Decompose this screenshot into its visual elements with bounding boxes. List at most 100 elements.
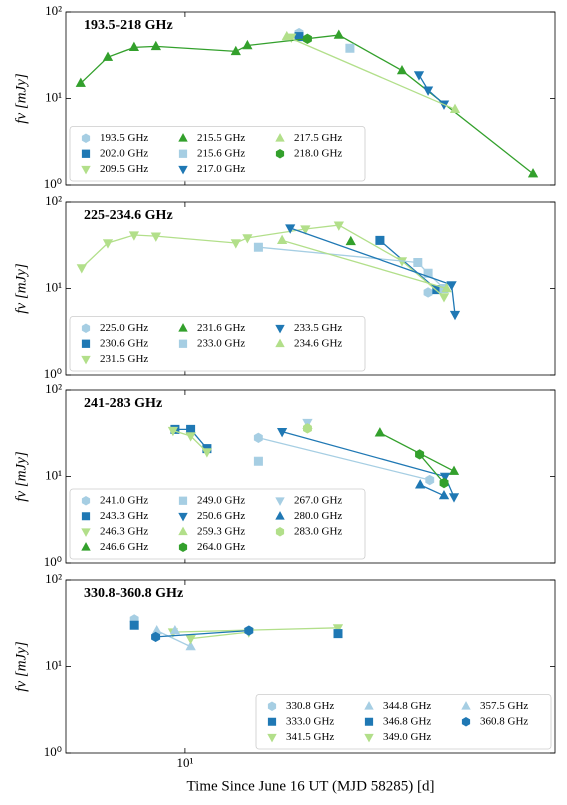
marker xyxy=(333,29,345,39)
y-tick-label: 10⁰ xyxy=(44,176,62,191)
marker xyxy=(374,427,386,437)
marker xyxy=(128,231,140,241)
legend-label: 264.0 GHz xyxy=(197,541,245,553)
legend-marker xyxy=(275,527,285,537)
marker xyxy=(438,489,450,500)
legend-box xyxy=(69,488,366,560)
marker xyxy=(253,456,263,466)
legend-label: 233.0 GHz xyxy=(197,337,245,349)
y-tick-label: 10² xyxy=(45,3,62,18)
legend-label: 193.5 GHz xyxy=(100,132,148,144)
legend-marker xyxy=(275,149,285,159)
y-axis-label: fν [mJy] xyxy=(13,451,29,502)
y-tick-label: 10¹ xyxy=(45,279,62,294)
marker xyxy=(439,477,449,489)
marker xyxy=(446,281,457,291)
marker xyxy=(76,264,87,274)
legend-marker xyxy=(178,542,188,552)
marker xyxy=(150,232,162,242)
series-line xyxy=(281,239,447,290)
marker xyxy=(75,77,86,87)
marker xyxy=(185,634,196,645)
y-tick-label: 10² xyxy=(45,381,62,396)
x-axis-label: Time Since June 16 UT (MJD 58285) [d] xyxy=(187,778,435,794)
marker xyxy=(345,43,355,53)
legend-label: 280.0 GHz xyxy=(294,510,342,522)
legend-label: 215.6 GHz xyxy=(197,147,245,159)
legend-label: 259.3 GHz xyxy=(197,525,245,537)
marker xyxy=(441,282,452,293)
marker xyxy=(129,620,139,630)
legend-marker xyxy=(81,512,91,521)
y-tick-label: 10⁰ xyxy=(44,744,62,759)
marker xyxy=(230,239,241,249)
y-tick-label: 10¹ xyxy=(45,89,62,104)
marker xyxy=(333,221,345,231)
legend-marker xyxy=(81,528,91,537)
legend-box xyxy=(255,694,552,750)
marker xyxy=(302,33,312,44)
y-tick-label: 10¹ xyxy=(45,467,62,482)
legend-label: 218.0 GHz xyxy=(294,147,342,159)
legend-label: 333.0 GHz xyxy=(286,715,334,727)
marker xyxy=(332,624,344,634)
panel-title: 193.5-218 GHz xyxy=(84,18,173,33)
x-tick-label: 10¹ xyxy=(176,755,193,770)
legend-marker xyxy=(178,339,188,348)
legend-label: 360.8 GHz xyxy=(480,715,528,727)
legend-label: 209.5 GHz xyxy=(100,163,148,175)
legend-label: 230.6 GHz xyxy=(100,337,148,349)
legend-marker xyxy=(81,149,91,158)
legend-marker xyxy=(81,323,91,333)
marker xyxy=(300,225,311,235)
legend-label: 215.5 GHz xyxy=(197,132,245,144)
legend-marker xyxy=(178,496,188,505)
marker xyxy=(185,432,196,442)
legend-marker xyxy=(178,165,188,175)
legend-label: 249.0 GHz xyxy=(197,494,245,506)
marker xyxy=(185,640,196,651)
y-tick-label: 10² xyxy=(45,193,62,208)
panel-title: 330.8-360.8 GHz xyxy=(84,586,183,601)
legend-marker xyxy=(81,339,91,348)
marker xyxy=(414,479,426,489)
legend-label: 231.6 GHz xyxy=(197,322,245,334)
legend-marker xyxy=(81,133,91,143)
panel-title: 241-283 GHz xyxy=(84,396,162,411)
marker xyxy=(244,625,254,636)
legend-label: 243.3 GHz xyxy=(100,510,148,522)
legend-marker xyxy=(178,526,188,536)
marker xyxy=(102,51,114,61)
legend-label: 346.8 GHz xyxy=(383,715,431,727)
marker xyxy=(169,624,181,635)
marker xyxy=(302,423,312,434)
legend-marker xyxy=(364,733,374,743)
legend-marker xyxy=(364,701,374,710)
legend-label: 246.6 GHz xyxy=(100,541,148,553)
legend-marker xyxy=(461,717,471,727)
marker xyxy=(375,235,385,245)
legend-label: 225.0 GHz xyxy=(100,322,148,334)
marker xyxy=(230,45,241,56)
panel-title: 225-234.6 GHz xyxy=(84,208,173,223)
marker xyxy=(439,472,451,483)
marker xyxy=(345,235,356,246)
y-tick-label: 10² xyxy=(45,571,62,586)
legend-label: 349.0 GHz xyxy=(383,731,431,743)
legend-box xyxy=(69,316,366,372)
legend-label: 357.5 GHz xyxy=(480,700,528,712)
legend-label: 341.5 GHz xyxy=(286,731,334,743)
marker xyxy=(438,293,450,303)
y-axis-label: fν [mJy] xyxy=(13,641,29,692)
legend-marker xyxy=(178,133,188,142)
marker xyxy=(449,310,461,321)
marker xyxy=(448,465,460,475)
y-tick-label: 10¹ xyxy=(45,657,62,672)
marker xyxy=(415,449,425,460)
legend-label: 246.3 GHz xyxy=(100,525,148,537)
legend-marker xyxy=(461,701,471,710)
y-tick-label: 10⁰ xyxy=(44,554,62,569)
marker xyxy=(449,103,461,113)
series-line xyxy=(258,246,445,289)
